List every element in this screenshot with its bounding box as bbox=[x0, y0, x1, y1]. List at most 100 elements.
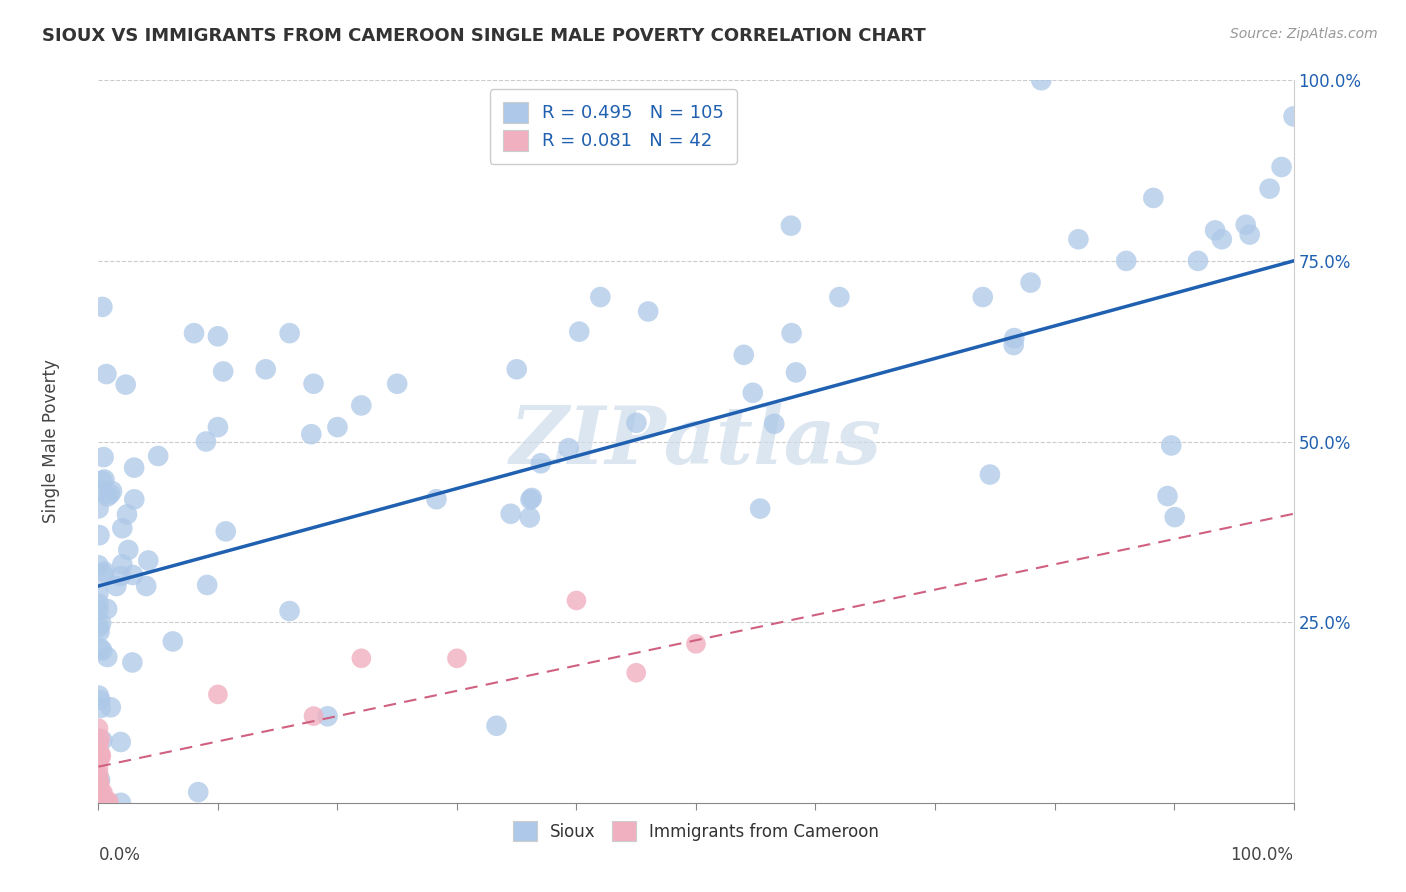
Point bbox=[87, 689, 110, 703]
Point bbox=[111, 521, 134, 535]
Point bbox=[626, 416, 648, 430]
Point bbox=[87, 790, 110, 805]
Point bbox=[972, 290, 994, 304]
Point bbox=[637, 304, 659, 318]
Point bbox=[589, 290, 612, 304]
Point bbox=[1002, 338, 1025, 352]
Point bbox=[350, 651, 373, 665]
Point bbox=[763, 417, 786, 431]
Point bbox=[89, 773, 111, 788]
Point bbox=[1142, 191, 1164, 205]
Point bbox=[1019, 276, 1042, 290]
Point bbox=[93, 565, 115, 579]
Point bbox=[780, 326, 803, 340]
Point bbox=[89, 791, 111, 805]
Point bbox=[828, 290, 851, 304]
Point bbox=[425, 492, 447, 507]
Point bbox=[89, 775, 111, 789]
Point bbox=[1002, 331, 1025, 345]
Point bbox=[302, 709, 325, 723]
Text: SIOUX VS IMMIGRANTS FROM CAMEROON SINGLE MALE POVERTY CORRELATION CHART: SIOUX VS IMMIGRANTS FROM CAMEROON SINGLE… bbox=[42, 27, 927, 45]
Point bbox=[316, 709, 339, 723]
Point bbox=[215, 524, 238, 539]
Point bbox=[1187, 253, 1209, 268]
Point bbox=[87, 768, 110, 782]
Point bbox=[207, 420, 229, 434]
Point bbox=[96, 795, 118, 809]
Point bbox=[87, 792, 110, 806]
Point bbox=[87, 796, 110, 810]
Point bbox=[195, 434, 218, 449]
Point bbox=[212, 364, 235, 378]
Point bbox=[626, 665, 648, 680]
Point bbox=[90, 750, 112, 764]
Point bbox=[1204, 223, 1226, 237]
Point bbox=[685, 637, 707, 651]
Point bbox=[114, 377, 136, 392]
Point bbox=[326, 420, 349, 434]
Point bbox=[1067, 232, 1090, 246]
Point bbox=[97, 794, 120, 808]
Point bbox=[87, 773, 110, 788]
Point bbox=[90, 616, 112, 631]
Point bbox=[520, 491, 543, 505]
Point bbox=[89, 624, 111, 639]
Point bbox=[110, 569, 132, 583]
Point bbox=[519, 510, 541, 524]
Point bbox=[91, 300, 114, 314]
Point bbox=[278, 604, 301, 618]
Point bbox=[87, 789, 110, 804]
Text: 0.0%: 0.0% bbox=[98, 847, 141, 864]
Point bbox=[183, 326, 205, 340]
Point bbox=[733, 348, 755, 362]
Point bbox=[446, 651, 468, 665]
Point bbox=[1160, 438, 1182, 452]
Point bbox=[96, 794, 118, 808]
Point bbox=[162, 634, 184, 648]
Point bbox=[254, 362, 277, 376]
Point bbox=[89, 620, 111, 634]
Point bbox=[87, 586, 110, 600]
Text: Single Male Poverty: Single Male Poverty bbox=[42, 359, 59, 524]
Point bbox=[117, 542, 139, 557]
Point bbox=[96, 650, 118, 665]
Point bbox=[1282, 110, 1305, 124]
Point bbox=[87, 796, 110, 810]
Point bbox=[87, 558, 110, 573]
Point bbox=[195, 578, 218, 592]
Point bbox=[101, 484, 124, 499]
Point bbox=[91, 789, 114, 803]
Point bbox=[115, 508, 138, 522]
Point bbox=[87, 722, 110, 736]
Point bbox=[89, 790, 111, 805]
Legend: Sioux, Immigrants from Cameroon: Sioux, Immigrants from Cameroon bbox=[502, 810, 890, 852]
Point bbox=[91, 733, 114, 747]
Point bbox=[278, 326, 301, 340]
Point bbox=[1239, 227, 1261, 242]
Point bbox=[506, 362, 529, 376]
Point bbox=[1234, 218, 1257, 232]
Point bbox=[557, 441, 579, 455]
Point bbox=[89, 780, 111, 795]
Point bbox=[89, 748, 111, 763]
Point bbox=[89, 693, 111, 707]
Point bbox=[148, 449, 170, 463]
Point bbox=[89, 794, 111, 808]
Point bbox=[87, 795, 110, 809]
Point bbox=[519, 492, 541, 507]
Point bbox=[89, 528, 111, 542]
Point bbox=[96, 367, 118, 381]
Point bbox=[90, 701, 112, 715]
Point bbox=[749, 501, 772, 516]
Point bbox=[100, 700, 122, 714]
Point bbox=[1164, 510, 1187, 524]
Point bbox=[121, 656, 143, 670]
Point bbox=[98, 487, 121, 501]
Point bbox=[122, 568, 145, 582]
Point bbox=[187, 785, 209, 799]
Point bbox=[87, 781, 110, 796]
Point bbox=[1258, 182, 1281, 196]
Point bbox=[90, 748, 112, 763]
Point bbox=[89, 641, 111, 656]
Point bbox=[136, 553, 159, 567]
